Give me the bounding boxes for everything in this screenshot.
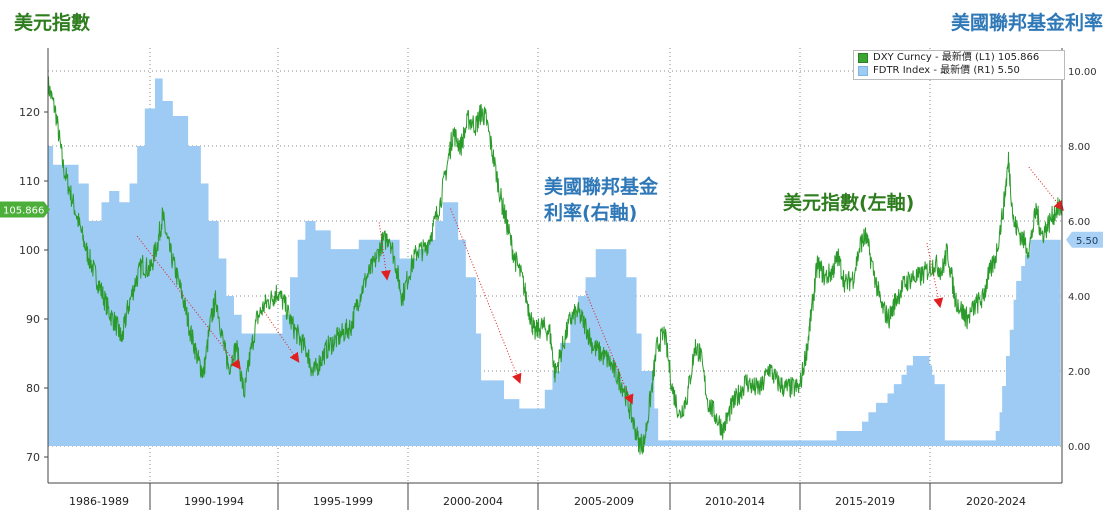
x-period-label: 2000-2004 [443, 495, 503, 508]
fdtr-area-layer [48, 78, 1061, 446]
dxy-annotation: 美元指數(左軸) [783, 192, 915, 214]
legend-label-dxy: DXY Curncy - 最新價 (L1) 105.866 [873, 52, 1040, 63]
axes-layer: 0.00 2.00 4.00 6.00 8.00 10.00 70 80 90 100 110 120… [0, 48, 1103, 510]
legend: DXY Curncy - 最新價 (L1) 105.866 FDTR Index… [853, 50, 1065, 80]
left-tick-label: 70 [26, 451, 40, 464]
legend-item-dxy: DXY Curncy - 最新價 (L1) 105.866 [854, 51, 1064, 64]
fed-annotation-line1: 美國聯邦基金 [544, 176, 659, 198]
left-tick-label: 90 [26, 313, 40, 326]
dxy-last-badge [0, 201, 50, 218]
right-tick-label: 6.00 [1068, 217, 1090, 228]
trend-arrow [264, 311, 300, 363]
x-period-label: 2010-2014 [705, 495, 765, 508]
fed-annotation-line2: 利率(右軸) [544, 202, 638, 224]
legend-label-fdtr: FDTR Index - 最新價 (R1) 5.50 [873, 65, 1020, 76]
x-period-label: 2020-2024 [966, 495, 1026, 508]
right-tick-label: 0.00 [1068, 442, 1090, 453]
left-tick-label: 100 [19, 244, 40, 257]
trend-arrow [1028, 166, 1064, 211]
dxy-line [47, 76, 1063, 455]
right-tick-label: 10.00 [1068, 67, 1097, 78]
right-tick-label: 2.00 [1068, 367, 1090, 378]
x-period-label: 1995-1999 [313, 495, 373, 508]
right-tick-label: 8.00 [1068, 142, 1090, 153]
legend-swatch-dxy [858, 52, 868, 63]
fdtr-last-badge [1066, 231, 1103, 248]
x-period-label: 1990-1994 [184, 495, 244, 508]
legend-item-fdtr: FDTR Index - 最新價 (R1) 5.50 [854, 64, 1064, 77]
dxy-last-value: 105.866 [3, 206, 44, 217]
x-period-label: 2005-2009 [574, 495, 634, 508]
x-period-label: 1986-1989 [69, 495, 129, 508]
left-tick-label: 120 [19, 106, 40, 119]
fdtr-area [48, 78, 1061, 446]
x-period-label: 2015-2019 [835, 495, 895, 508]
trend-arrow [136, 235, 241, 370]
left-tick-label: 80 [26, 382, 40, 395]
trend-arrow [450, 208, 522, 384]
right-tick-label: 4.00 [1068, 292, 1090, 303]
legend-swatch-fdtr [858, 65, 868, 76]
trend-arrows [136, 166, 1064, 405]
left-tick-label: 110 [19, 175, 40, 188]
fdtr-last-value: 5.50 [1076, 236, 1098, 247]
right-axis-title: 美國聯邦基金利率 [950, 12, 1103, 34]
trend-arrow [585, 291, 634, 405]
dxy-line-layer [47, 76, 1063, 455]
trend-arrow [378, 222, 391, 281]
left-axis-title: 美元指數 [14, 12, 91, 34]
fed-annotation: 美國聯邦基金 利率(右軸) [544, 174, 658, 226]
